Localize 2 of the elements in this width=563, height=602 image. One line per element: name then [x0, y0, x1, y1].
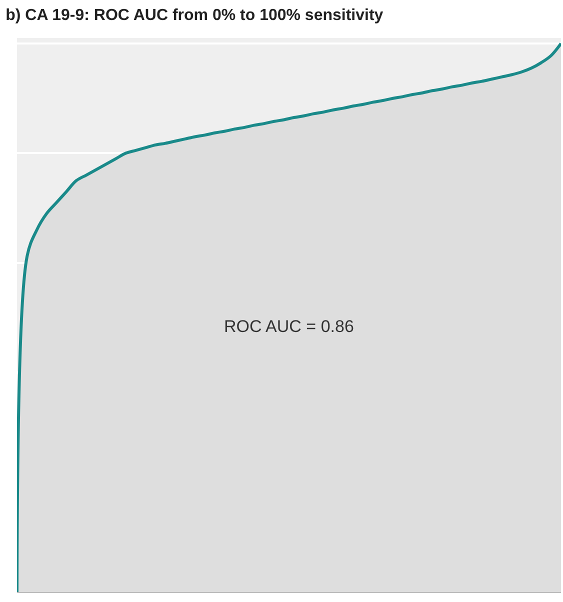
chart-title: b) CA 19-9: ROC AUC from 0% to 100% sensitivity [6, 7, 384, 24]
annotation: ROC AUC = 0.86 [224, 317, 354, 336]
